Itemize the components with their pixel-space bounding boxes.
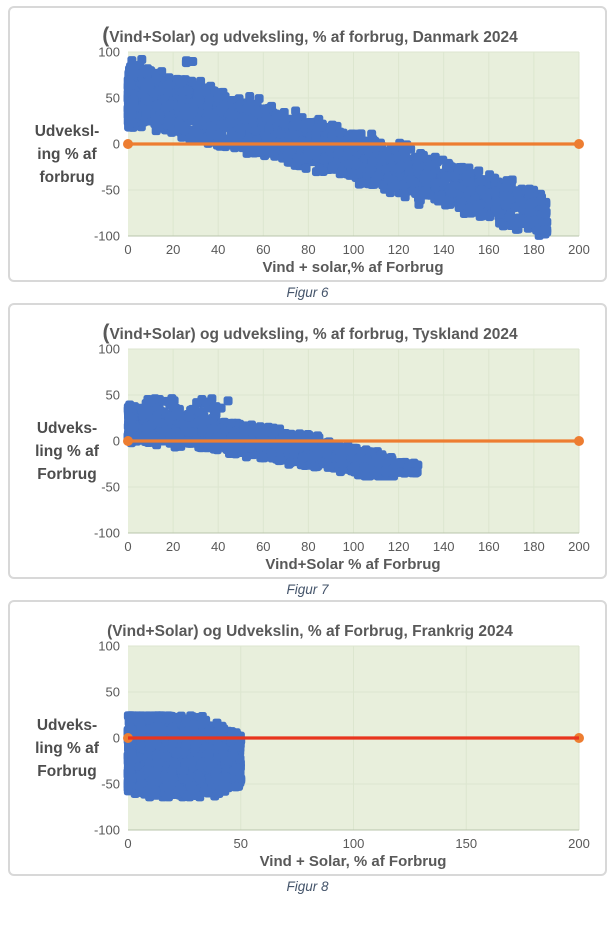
svg-text:120: 120 xyxy=(388,539,410,554)
svg-text:180: 180 xyxy=(523,539,545,554)
svg-text:120: 120 xyxy=(388,242,410,257)
svg-text:140: 140 xyxy=(433,539,455,554)
zero-line xyxy=(123,139,584,149)
svg-text:0: 0 xyxy=(124,242,131,257)
svg-text:80: 80 xyxy=(301,539,315,554)
zero-line xyxy=(123,436,584,446)
chart-title: (Vind+Solar) og Udvekslin, % af Forbrug,… xyxy=(107,623,513,640)
svg-text:100: 100 xyxy=(343,242,365,257)
axis-tick-labels: 0 20 40 60 80 100 120 140 160 180 200 100 50 0 -50 -100 xyxy=(94,45,590,258)
scatter-points xyxy=(123,394,423,481)
scatter-points xyxy=(123,55,552,240)
scatter-chart-danmark: 0 20 40 60 80 100 120 140 160 180 200 100 50 0 -50 -100… xyxy=(35,24,590,276)
y-axis-label: Udveksl-ing % af forbrug xyxy=(35,123,100,186)
document-page: 0 20 40 60 80 100 120 140 160 180 200 100 50 0 -50 -100… xyxy=(8,6,607,894)
svg-text:160: 160 xyxy=(478,242,500,257)
svg-text:60: 60 xyxy=(256,242,270,257)
x-axis-label: Vind + solar,% af Forbrug xyxy=(262,259,443,276)
svg-text:-100: -100 xyxy=(94,229,120,244)
svg-text:-100: -100 xyxy=(94,526,120,541)
chart-title: (Vind+Solar) og udveksling, % af forbrug… xyxy=(102,321,518,344)
chart-title: (Vind+Solar) og udveksling, % af forbrug… xyxy=(102,24,518,47)
svg-text:40: 40 xyxy=(211,242,225,257)
svg-text:180: 180 xyxy=(523,242,545,257)
svg-text:100: 100 xyxy=(98,342,120,357)
figure-frankrig-2024: 0 50 100 150 200 100 50 0 -50 -100 (Vind+Solar) o… xyxy=(8,600,607,876)
scatter-chart-tyskland: 0 20 40 60 80 100 120 140 160 180 200 100 50 0 -50 -100… xyxy=(35,321,590,573)
svg-text:200: 200 xyxy=(568,242,590,257)
svg-text:200: 200 xyxy=(568,539,590,554)
y-axis-label: Udveks-ling % af Forbrug xyxy=(35,717,100,780)
svg-text:50: 50 xyxy=(106,91,120,106)
figure-8-caption: Figur 8 xyxy=(286,879,329,894)
svg-text:100: 100 xyxy=(343,539,365,554)
svg-text:140: 140 xyxy=(433,242,455,257)
svg-text:20: 20 xyxy=(166,242,180,257)
x-axis-label: Vind+Solar % af Forbrug xyxy=(265,556,440,573)
svg-text:0: 0 xyxy=(113,137,120,152)
svg-text:60: 60 xyxy=(256,539,270,554)
y-axis-label: Udveks-ling % af Forbrug xyxy=(35,420,100,483)
figure-6-caption: Figur 6 xyxy=(286,285,329,300)
figure-danmark-2024: 0 20 40 60 80 100 120 140 160 180 200 100 50 0 -50 -100… xyxy=(8,6,607,282)
svg-text:-50: -50 xyxy=(101,183,120,198)
svg-text:20: 20 xyxy=(166,539,180,554)
svg-text:50: 50 xyxy=(106,388,120,403)
figure-tyskland-2024: 0 20 40 60 80 100 120 140 160 180 200 100 50 0 -50 -100… xyxy=(8,303,607,579)
gridlines xyxy=(128,348,580,534)
svg-text:80: 80 xyxy=(301,242,315,257)
figure-7-caption: Figur 7 xyxy=(286,582,329,597)
scatter-points xyxy=(123,711,246,802)
svg-text:40: 40 xyxy=(211,539,225,554)
x-axis-label: Vind + Solar, % af Forbrug xyxy=(260,853,447,870)
svg-text:-50: -50 xyxy=(101,480,120,495)
svg-text:160: 160 xyxy=(478,539,500,554)
svg-text:0: 0 xyxy=(113,434,120,449)
zero-line xyxy=(123,733,584,743)
svg-text:100: 100 xyxy=(98,45,120,60)
svg-text:0: 0 xyxy=(124,539,131,554)
axis-tick-labels: 0 20 40 60 80 100 120 140 160 180 200 100 50 0 -50 -100 xyxy=(94,342,590,555)
